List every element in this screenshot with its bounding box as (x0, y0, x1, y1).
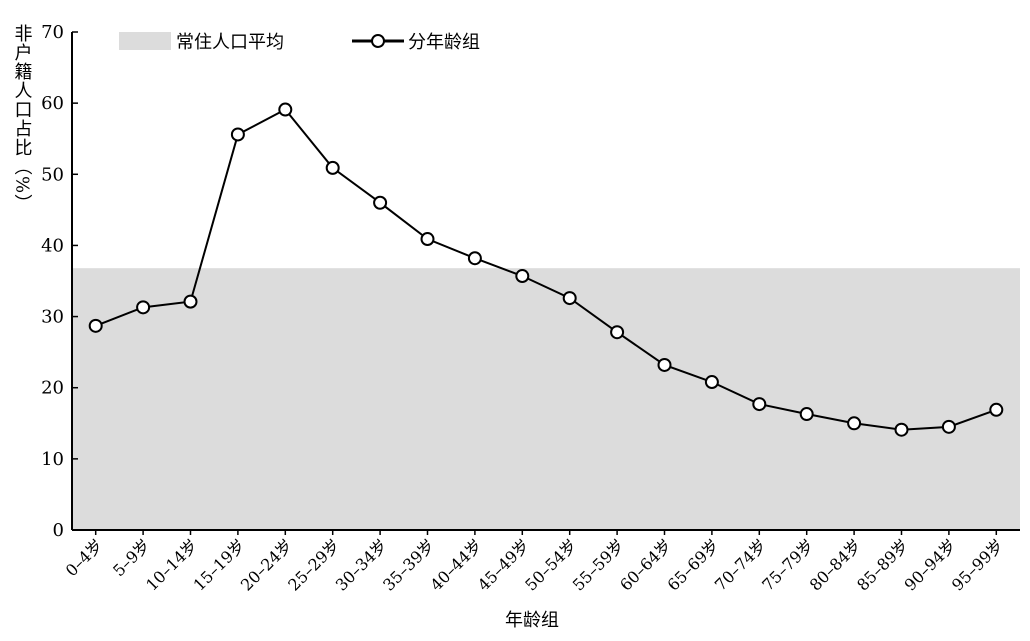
data-point (894, 422, 909, 437)
data-point (847, 416, 862, 431)
x-tick-label: 45–49岁 (474, 535, 533, 594)
y-tick-label: 60 (41, 93, 64, 114)
data-point (325, 160, 340, 175)
data-point (752, 397, 767, 412)
legend-label: 分年龄组 (408, 32, 480, 53)
legend-label: 常住人口平均 (176, 32, 284, 53)
data-point (515, 269, 530, 284)
x-tick-label: 55–59岁 (569, 535, 628, 594)
x-tick-label: 40–44岁 (427, 535, 486, 594)
x-tick-label: 75–79岁 (758, 535, 817, 594)
y-tick-label: 10 (41, 449, 64, 470)
data-point (88, 318, 103, 333)
x-tick-label: 50–54岁 (521, 535, 580, 594)
x-tick-label: 80–84岁 (806, 535, 865, 594)
x-tick-label: 65–69岁 (664, 535, 723, 594)
x-tick-label: 90–94岁 (901, 535, 960, 594)
data-point (562, 291, 577, 306)
data-point (183, 294, 198, 309)
x-tick-label: 5–9岁 (109, 535, 154, 580)
x-tick-label: 35–39岁 (379, 535, 438, 594)
legend-swatch-marker (371, 34, 385, 48)
data-point (610, 325, 625, 340)
x-tick-label: 95–99岁 (948, 535, 1007, 594)
x-tick-label: 15–19岁 (190, 535, 249, 594)
x-tick-label: 20–24岁 (237, 535, 296, 594)
x-tick-label: 0–4岁 (62, 535, 107, 580)
reference-band (72, 268, 1020, 530)
data-point (941, 419, 956, 434)
data-point (420, 232, 435, 247)
x-tick-label: 85–89岁 (853, 535, 912, 594)
data-line (95, 108, 997, 431)
x-tick-label: 60–64岁 (616, 535, 675, 594)
data-point (657, 357, 672, 372)
y-tick-label: 40 (41, 235, 64, 256)
x-axis-title: 年龄组 (505, 610, 559, 631)
data-point (704, 375, 719, 390)
y-tick-label: 30 (41, 307, 64, 328)
x-tick-label: 70–74岁 (711, 535, 770, 594)
y-tick-label: 50 (41, 164, 64, 185)
data-point (136, 300, 151, 315)
x-tick-label: 10–14岁 (142, 535, 201, 594)
data-point (799, 407, 814, 422)
data-point (989, 402, 1004, 417)
y-tick-label: 70 (41, 22, 64, 43)
data-point (230, 127, 245, 142)
data-point (278, 102, 293, 117)
y-axis-title: 非户籍人口占比（%） (12, 24, 33, 213)
x-tick-label: 30–34岁 (332, 535, 391, 594)
y-tick-label: 20 (41, 378, 64, 399)
legend-swatch-band (119, 32, 171, 50)
data-point (467, 251, 482, 266)
data-point (373, 195, 388, 210)
y-tick-label: 0 (53, 520, 64, 541)
x-tick-label: 25–29岁 (284, 535, 343, 594)
